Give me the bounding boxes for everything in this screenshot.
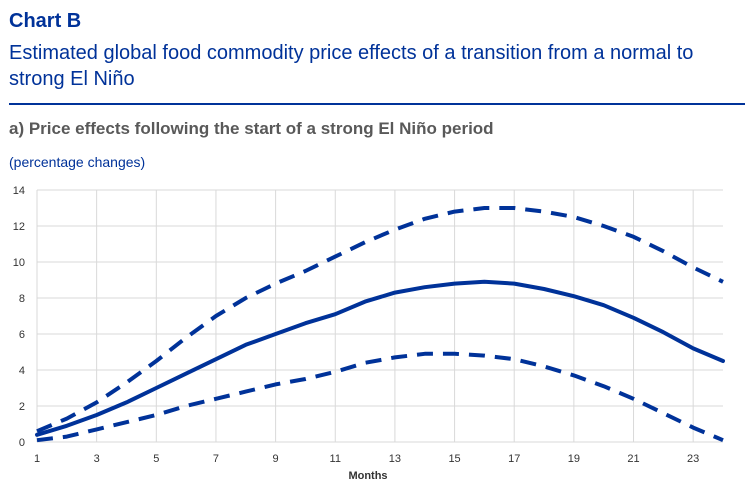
x-tick-label: 17	[508, 453, 520, 465]
panel-title: a) Price effects following the start of …	[9, 119, 494, 138]
y-tick-label: 6	[19, 329, 25, 341]
x-tick-label: 15	[448, 453, 460, 465]
x-axis-title: Months	[348, 470, 387, 482]
series-line-solid: Central estimate	[35, 279, 725, 437]
x-tick-label: 3	[94, 453, 100, 465]
title-divider	[9, 103, 745, 105]
series-layer: Upper boundCentral estimateLower bound	[35, 206, 725, 443]
x-tick-label: 11	[330, 453, 341, 465]
x-tick-label: 21	[627, 453, 639, 465]
x-tick-label: 19	[568, 453, 580, 465]
y-tick-label: 10	[13, 257, 25, 269]
x-tick-label: 7	[213, 453, 219, 465]
y-tick-label: 0	[19, 437, 25, 449]
y-tick-label: 12	[13, 221, 25, 233]
grid-layer	[36, 189, 723, 443]
series-line-dashed: Upper bound	[36, 206, 724, 434]
unit-label: (percentage changes)	[9, 154, 146, 170]
x-tick-label: 13	[389, 453, 401, 465]
x-tick-label: 23	[687, 453, 699, 465]
series-line-dashed: Lower bound	[36, 351, 724, 443]
y-tick-label: 2	[19, 401, 25, 413]
y-tick-label: 8	[19, 293, 25, 305]
x-tick-label: 5	[153, 453, 159, 465]
y-tick-label: 14	[13, 185, 25, 197]
x-tick-label: 9	[273, 453, 279, 465]
chart-label: Chart B	[9, 10, 82, 32]
x-tick-label: 1	[34, 453, 40, 465]
y-tick-label: 4	[19, 365, 25, 377]
chart-title: Estimated global food commodity price ef…	[9, 42, 694, 90]
